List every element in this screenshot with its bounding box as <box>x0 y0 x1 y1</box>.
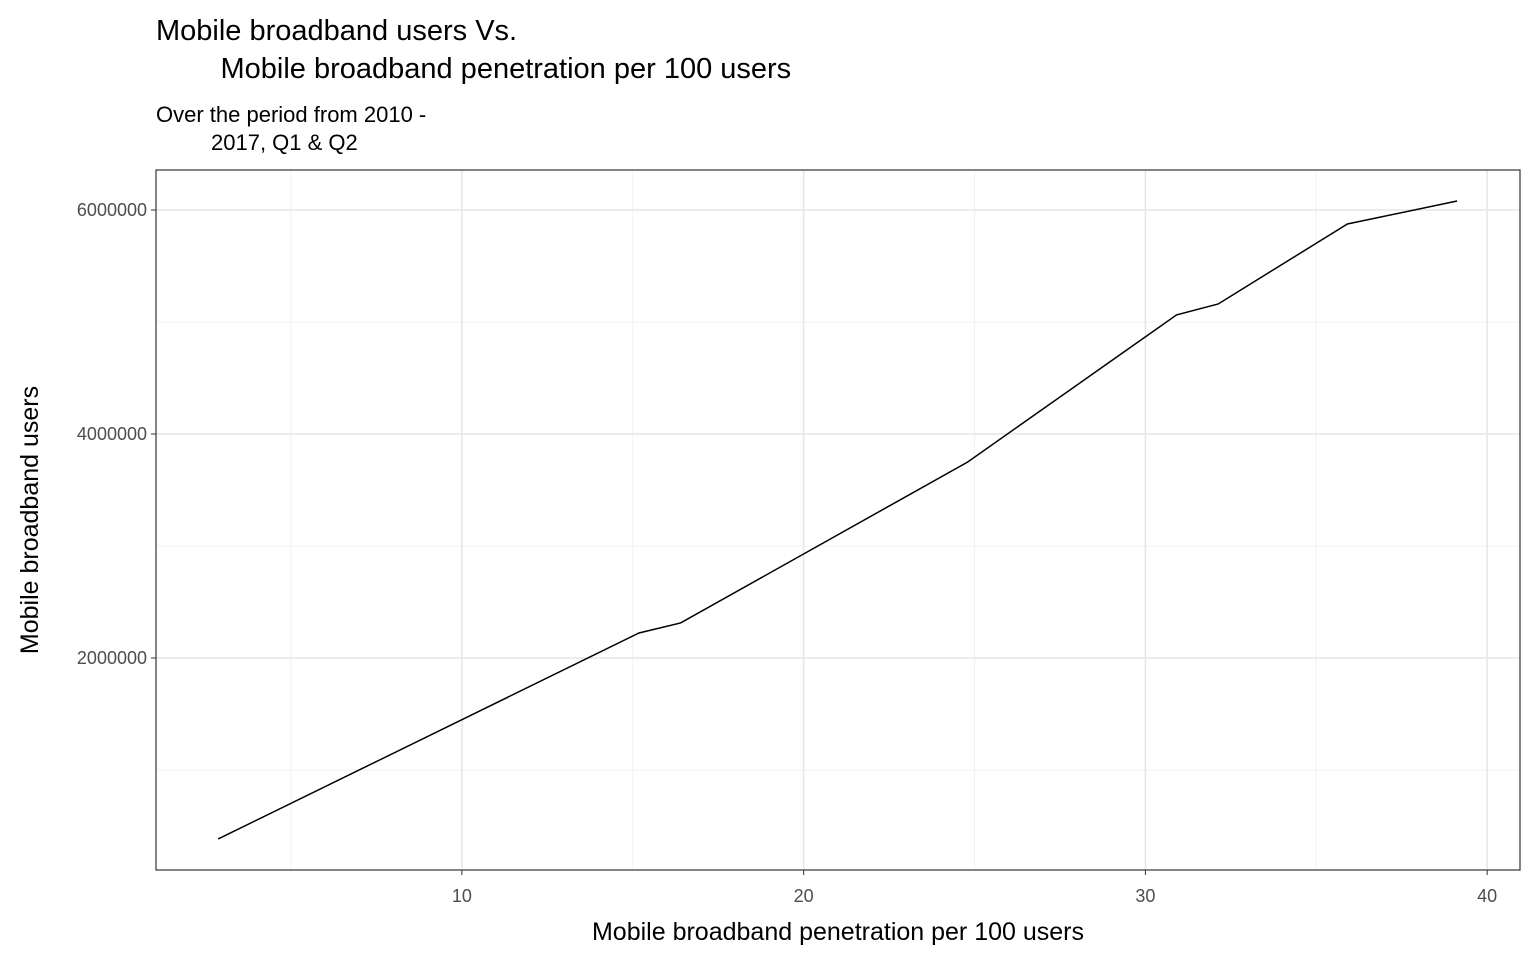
x-tick-label: 20 <box>794 886 814 906</box>
y-tick-label: 4000000 <box>77 424 147 444</box>
panel-border <box>155 169 1521 871</box>
y-tick-label: 2000000 <box>77 648 147 668</box>
y-axis-label: Mobile broadband users <box>16 386 44 654</box>
x-tick-label: 10 <box>452 886 472 906</box>
x-tick-label: 30 <box>1135 886 1155 906</box>
y-tick-label: 6000000 <box>77 200 147 220</box>
x-axis-label: Mobile broadband penetration per 100 use… <box>592 918 1084 946</box>
chart-subtitle: Over the period from 2010 - 2017, Q1 & Q… <box>156 102 427 155</box>
chart-title: Mobile broadband users Vs. Mobile broadb… <box>156 15 792 85</box>
x-tick-label: 40 <box>1477 886 1497 906</box>
line <box>217 200 1458 840</box>
